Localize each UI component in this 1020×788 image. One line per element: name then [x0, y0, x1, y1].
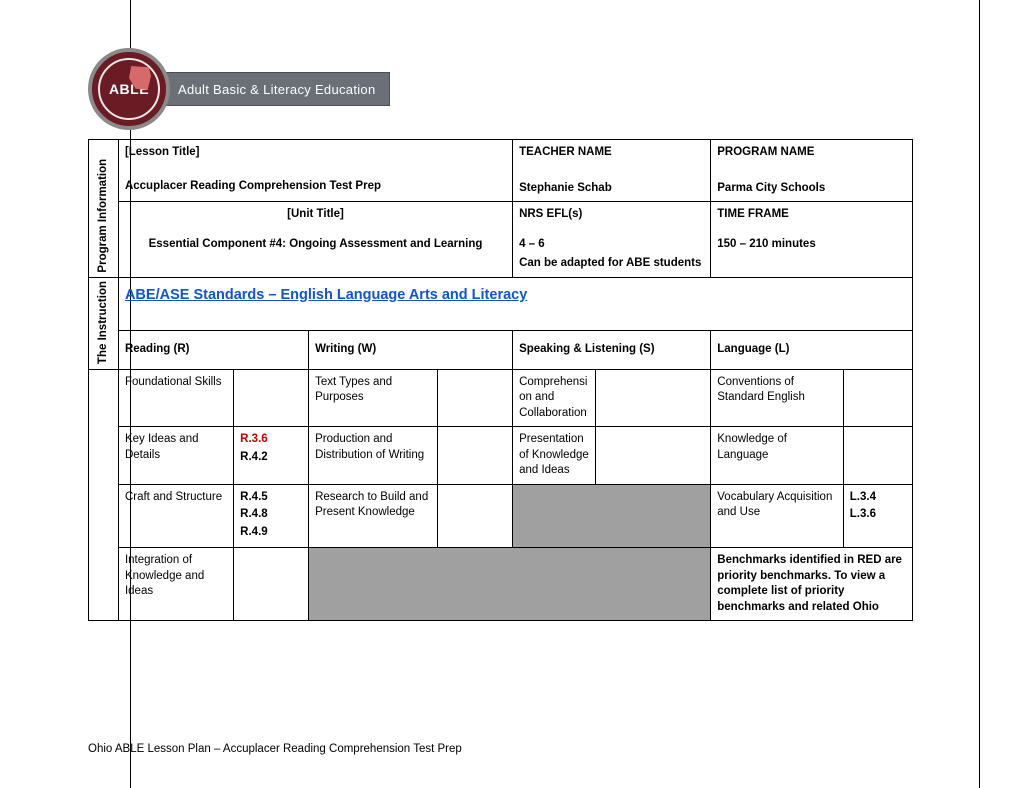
nrs-cell: NRS EFL(s) 4 – 6 Can be adapted for ABE …: [513, 202, 711, 278]
unit-title-cell: [Unit Title] Essential Component #4: Ong…: [118, 202, 512, 278]
nrs-note: Can be adapted for ABE students: [519, 256, 704, 272]
logo: ABLE Adult Basic & Literacy Education: [88, 48, 390, 130]
time-label: TIME FRAME: [717, 208, 789, 220]
r1-writing-codes: [438, 369, 513, 427]
r3-speaking-shaded: [513, 484, 711, 548]
r2-writing-label: Production and Distribution of Writing: [309, 427, 438, 485]
logo-inner: ABLE: [98, 58, 160, 120]
r2-speaking-label: Presentation of Knowledge and Ideas: [513, 427, 596, 485]
r1-speaking-label: Comprehension and Collaboration: [513, 369, 596, 427]
lesson-plan-table: Program Information [Lesson Title] Accup…: [88, 139, 913, 621]
benchmark-note: Benchmarks identified in RED are priorit…: [711, 548, 913, 621]
r2-speaking-codes: [596, 427, 711, 485]
program-name-cell: PROGRAM NAME Parma City Schools: [711, 140, 913, 202]
r1-speaking-codes: [596, 369, 711, 427]
r3-writing-label: Research to Build and Present Knowledge: [309, 484, 438, 548]
program-name-label: PROGRAM NAME: [717, 146, 814, 158]
standards-link[interactable]: ABE/ASE Standards – English Language Art…: [125, 287, 527, 303]
r1-language-codes: [843, 369, 912, 427]
teacher-name-value: Stephanie Schab: [519, 181, 704, 197]
teacher-name-cell: TEACHER NAME Stephanie Schab: [513, 140, 711, 202]
instruction-spacer: [89, 369, 119, 621]
reading-header: Reading (R): [118, 330, 308, 369]
unit-title-label: [Unit Title]: [125, 207, 506, 223]
r1-reading-label: Foundational Skills: [118, 369, 233, 427]
unit-title-value: Essential Component #4: Ongoing Assessme…: [125, 237, 506, 253]
r3-reading-codes: R.4.5 R.4.8 R.4.9: [234, 484, 309, 548]
r3-language-label: Vocabulary Acquisition and Use: [711, 484, 844, 548]
lesson-title-cell: [Lesson Title] Accuplacer Reading Compre…: [118, 140, 512, 202]
teacher-name-label: TEACHER NAME: [519, 146, 612, 158]
r1-reading-codes: [234, 369, 309, 427]
footer-text: Ohio ABLE Lesson Plan – Accuplacer Readi…: [88, 743, 462, 755]
writing-header: Writing (W): [309, 330, 513, 369]
r4-shaded: [309, 548, 711, 621]
r1-writing-label: Text Types and Purposes: [309, 369, 438, 427]
speaking-header: Speaking & Listening (S): [513, 330, 711, 369]
lesson-title-label: [Lesson Title]: [125, 145, 506, 161]
lesson-title-value: Accuplacer Reading Comprehension Test Pr…: [125, 180, 381, 192]
nrs-label: NRS EFL(s): [519, 208, 582, 220]
r4-reading-codes: [234, 548, 309, 621]
time-cell: TIME FRAME 150 – 210 minutes: [711, 202, 913, 278]
logo-badge: ABLE: [88, 48, 170, 130]
logo-bar: Adult Basic & Literacy Education: [158, 72, 390, 106]
r2-reading-label: Key Ideas and Details: [118, 427, 233, 485]
r2-reading-codes: R.3.6 R.4.2: [234, 427, 309, 485]
r3-reading-label: Craft and Structure: [118, 484, 233, 548]
r4-reading-label: Integration of Knowledge and Ideas: [118, 548, 233, 621]
instruction-vlabel: The Instruction: [89, 277, 119, 369]
program-name-value: Parma City Schools: [717, 181, 906, 197]
language-header: Language (L): [711, 330, 913, 369]
r2-language-label: Knowledge of Language: [711, 427, 844, 485]
r1-language-label: Conventions of Standard English: [711, 369, 844, 427]
r2-language-codes: [843, 427, 912, 485]
program-info-vlabel: Program Information: [89, 140, 119, 278]
standards-link-cell: ABE/ASE Standards – English Language Art…: [118, 277, 912, 330]
r3-language-codes: L.3.4 L.3.6: [843, 484, 912, 548]
r2-writing-codes: [438, 427, 513, 485]
time-value: 150 – 210 minutes: [717, 237, 906, 253]
nrs-value: 4 – 6: [519, 237, 704, 253]
r3-writing-codes: [438, 484, 513, 548]
